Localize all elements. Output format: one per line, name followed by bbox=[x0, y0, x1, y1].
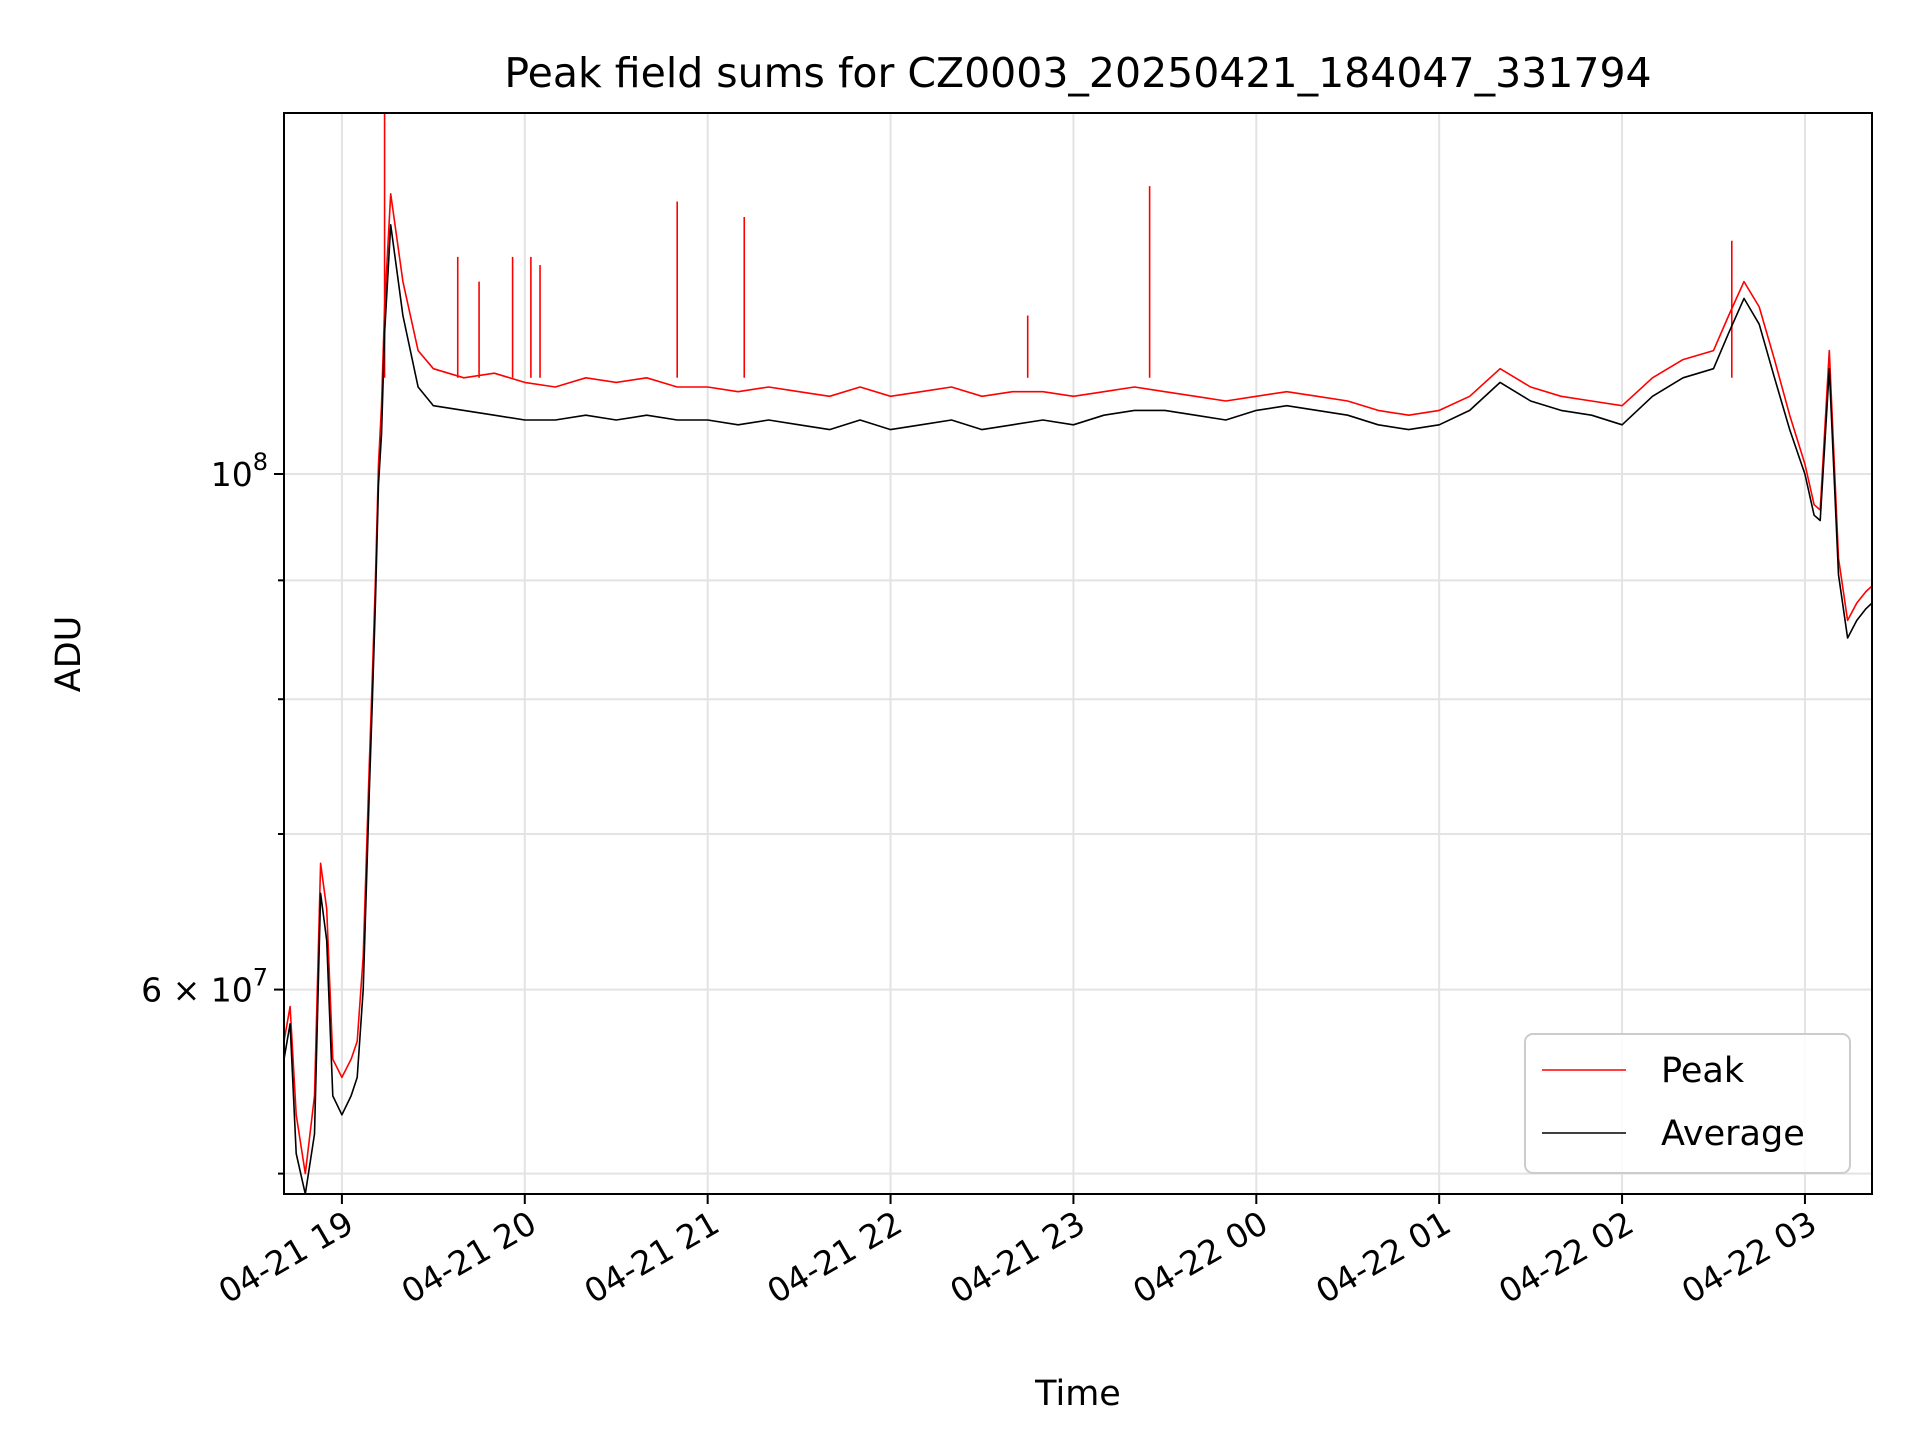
chart-title: Peak field sums for CZ0003_20250421_1840… bbox=[504, 49, 1651, 97]
y-axis-label: ADU bbox=[49, 616, 89, 693]
plot-area bbox=[284, 113, 1872, 1194]
plot-frame bbox=[283, 112, 1873, 1195]
series-spikes-peak bbox=[383, 113, 1733, 378]
series-line-average bbox=[284, 224, 1872, 1194]
legend-label-peak: Peak bbox=[1661, 1051, 1745, 1091]
legend: Peak Average bbox=[1524, 1033, 1851, 1174]
y-tick-label: 108 bbox=[211, 448, 268, 494]
y-tick-label: 6 × 107 bbox=[141, 964, 268, 1010]
y-axis: 108 6 × 107 bbox=[141, 448, 284, 1175]
legend-box bbox=[1524, 1033, 1851, 1174]
grid bbox=[284, 113, 1872, 1194]
x-axis-label: Time bbox=[1034, 1374, 1121, 1414]
legend-label-average: Average bbox=[1661, 1114, 1805, 1154]
